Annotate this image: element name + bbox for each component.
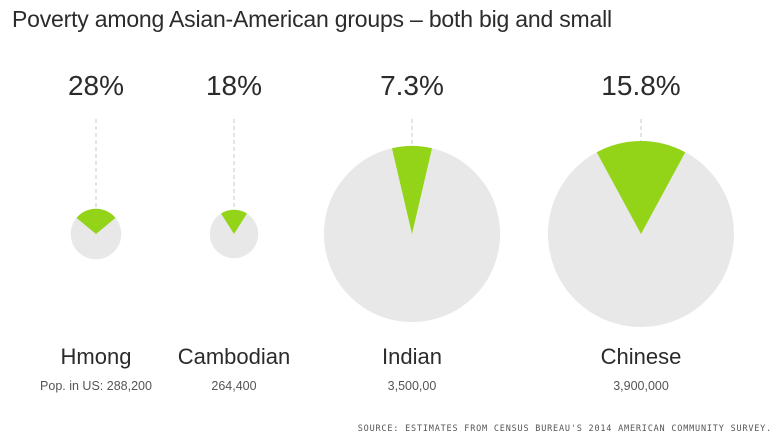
poverty-slice-indian (391, 145, 433, 234)
group-name-chinese: Chinese (601, 344, 682, 369)
poverty-rate-label-hmong: 28% (68, 70, 124, 101)
poverty-slice-chinese (596, 140, 686, 234)
poverty-slice-cambodian (221, 209, 247, 234)
poverty-rate-label-indian: 7.3% (380, 70, 444, 101)
source-note: SOURCE: ESTIMATES FROM CENSUS BUREAU'S 2… (357, 424, 772, 434)
group-name-indian: Indian (382, 344, 442, 369)
poverty-slice-hmong (76, 208, 116, 234)
poverty-rate-label-chinese: 15.8% (601, 70, 680, 101)
group-name-hmong: Hmong (61, 344, 132, 369)
population-label-chinese: 3,900,000 (613, 379, 669, 393)
population-label-indian: 3,500,00 (388, 379, 437, 393)
poverty-rate-label-cambodian: 18% (206, 70, 262, 101)
population-label-cambodian: 264,400 (211, 379, 256, 393)
chart-title: Poverty among Asian-American groups – bo… (12, 6, 612, 32)
group-name-cambodian: Cambodian (178, 344, 291, 369)
population-label-hmong: Pop. in US: 288,200 (40, 379, 152, 393)
